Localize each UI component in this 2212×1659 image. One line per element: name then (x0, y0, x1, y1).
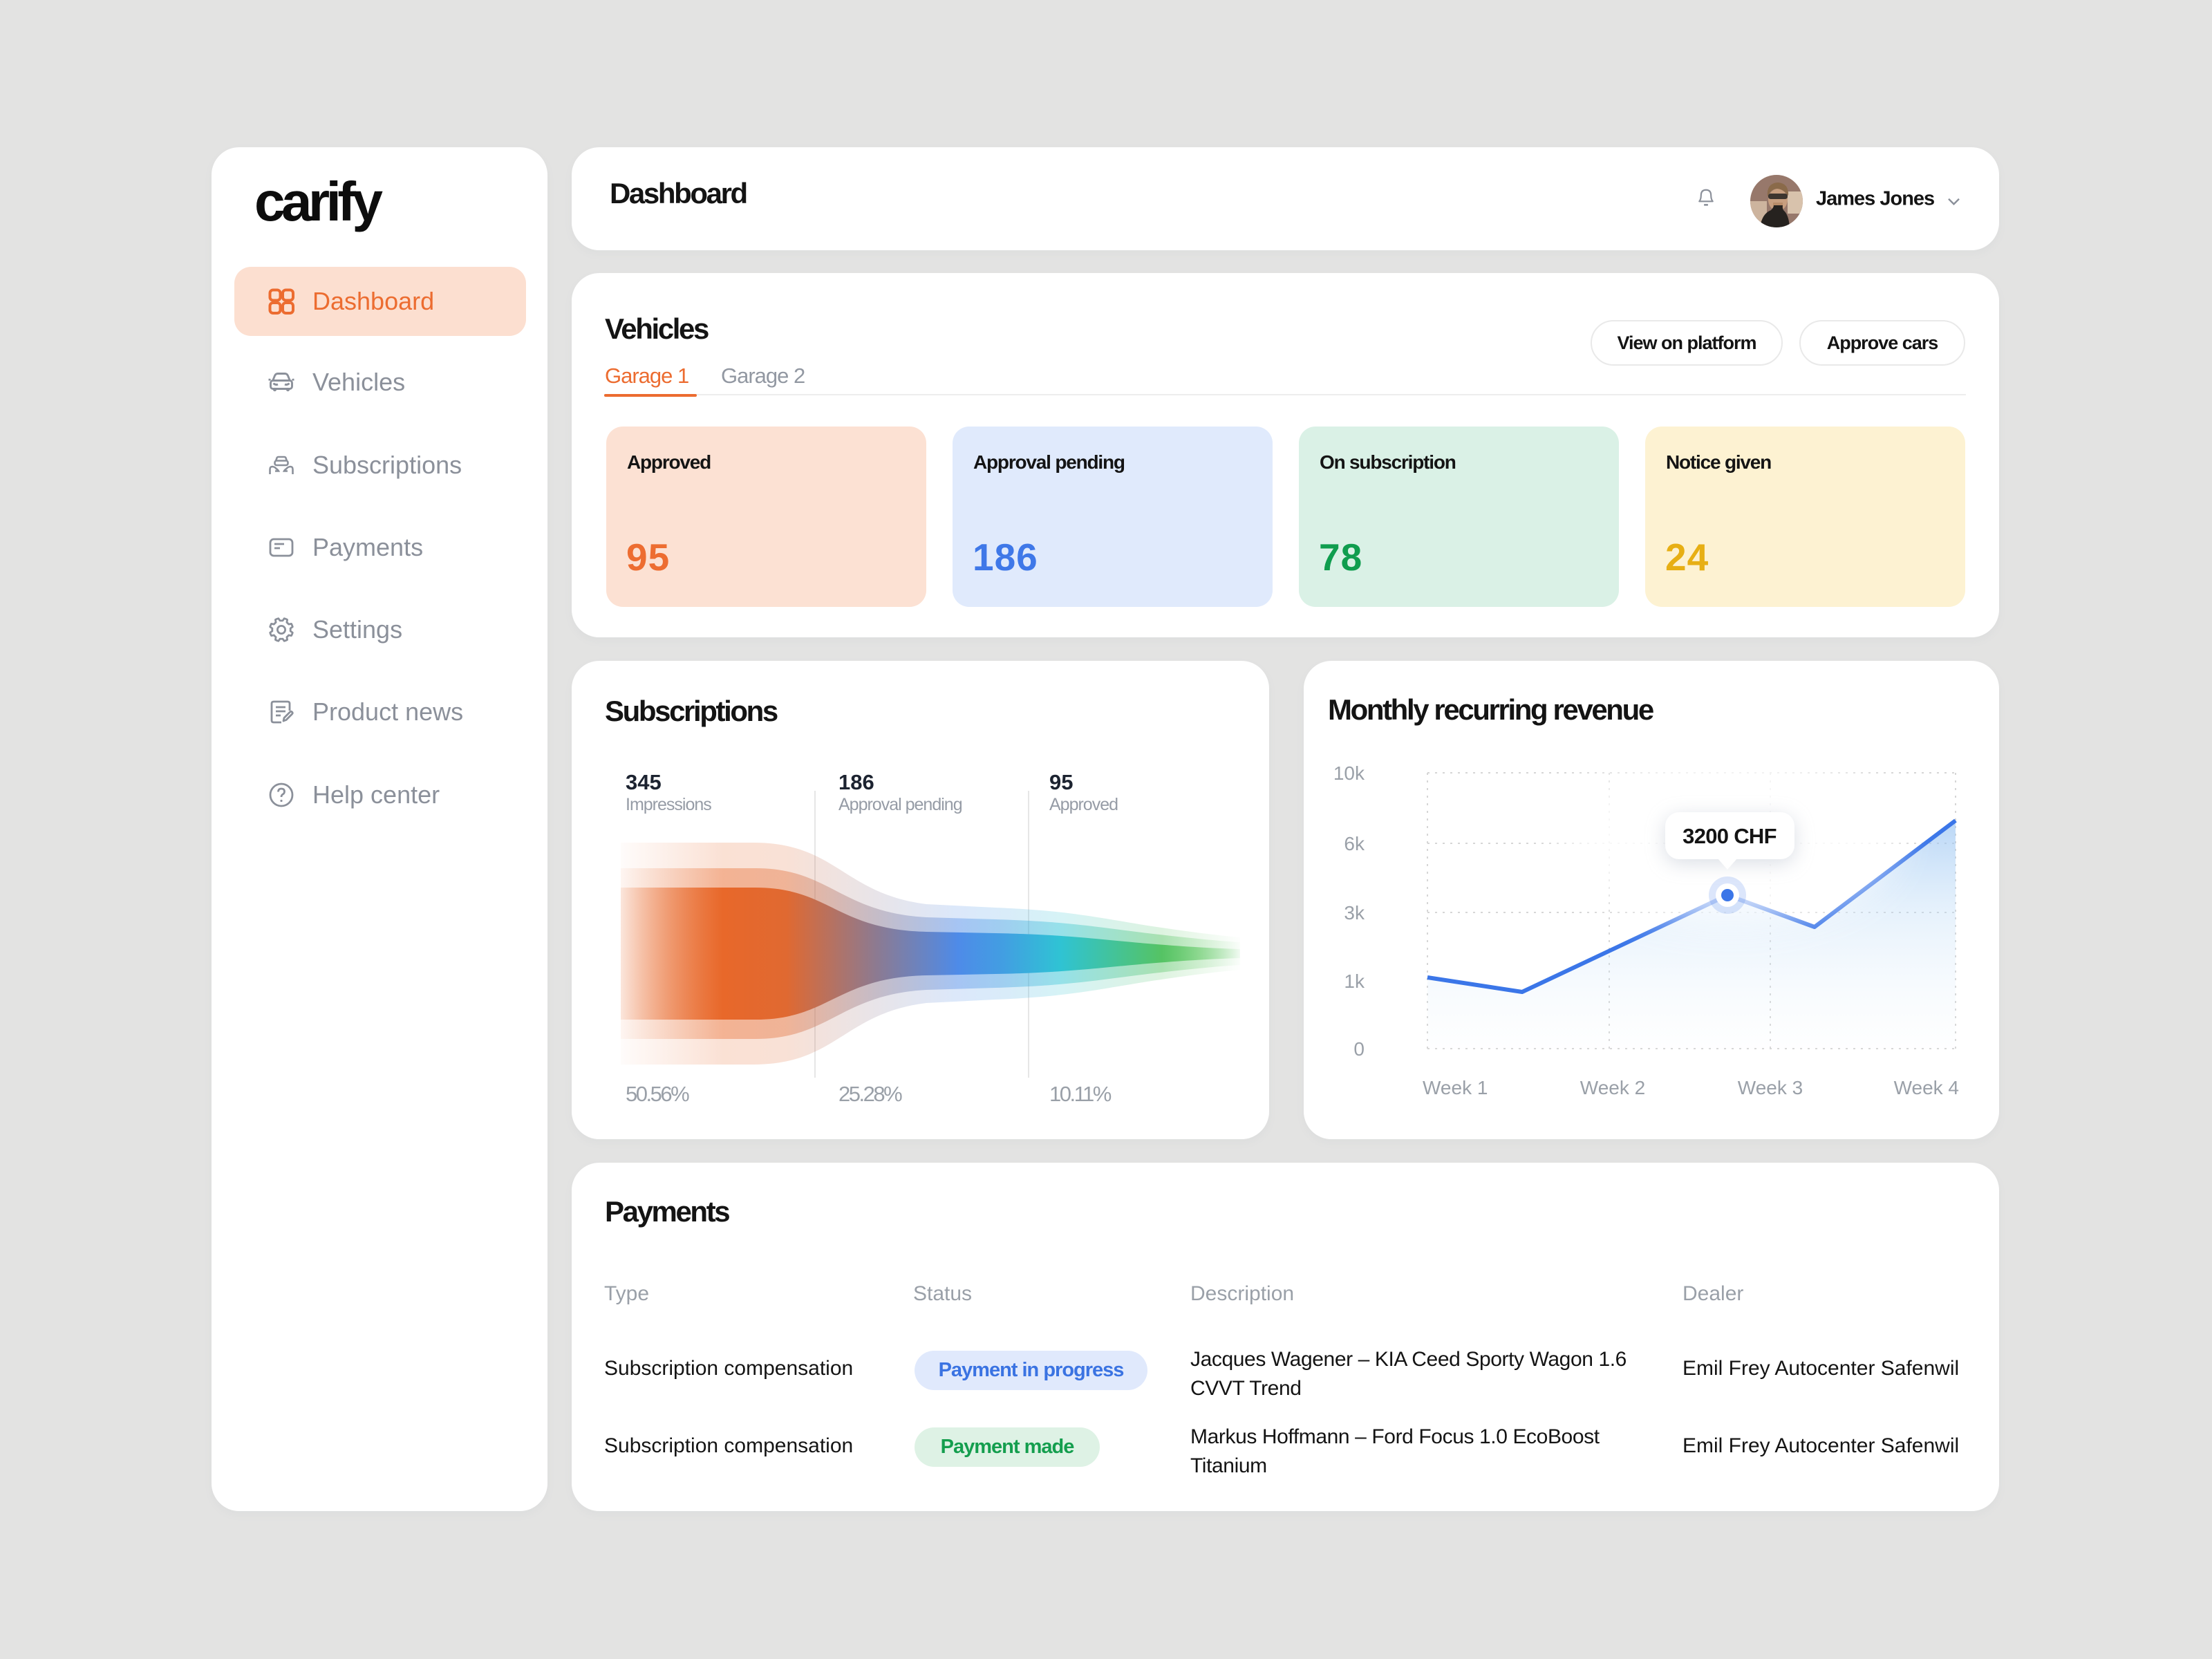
svg-text:Week 2: Week 2 (1580, 1077, 1645, 1098)
svg-text:Week 3: Week 3 (1738, 1077, 1803, 1098)
svg-text:6k: 6k (1344, 833, 1365, 854)
svg-text:3200 CHF: 3200 CHF (1683, 824, 1777, 848)
svg-text:Week 1: Week 1 (1423, 1077, 1488, 1098)
svg-text:0: 0 (1353, 1038, 1365, 1060)
svg-text:Week 4: Week 4 (1894, 1077, 1959, 1098)
svg-text:1k: 1k (1344, 971, 1365, 992)
svg-text:10k: 10k (1333, 762, 1365, 784)
svg-text:3k: 3k (1344, 902, 1365, 924)
